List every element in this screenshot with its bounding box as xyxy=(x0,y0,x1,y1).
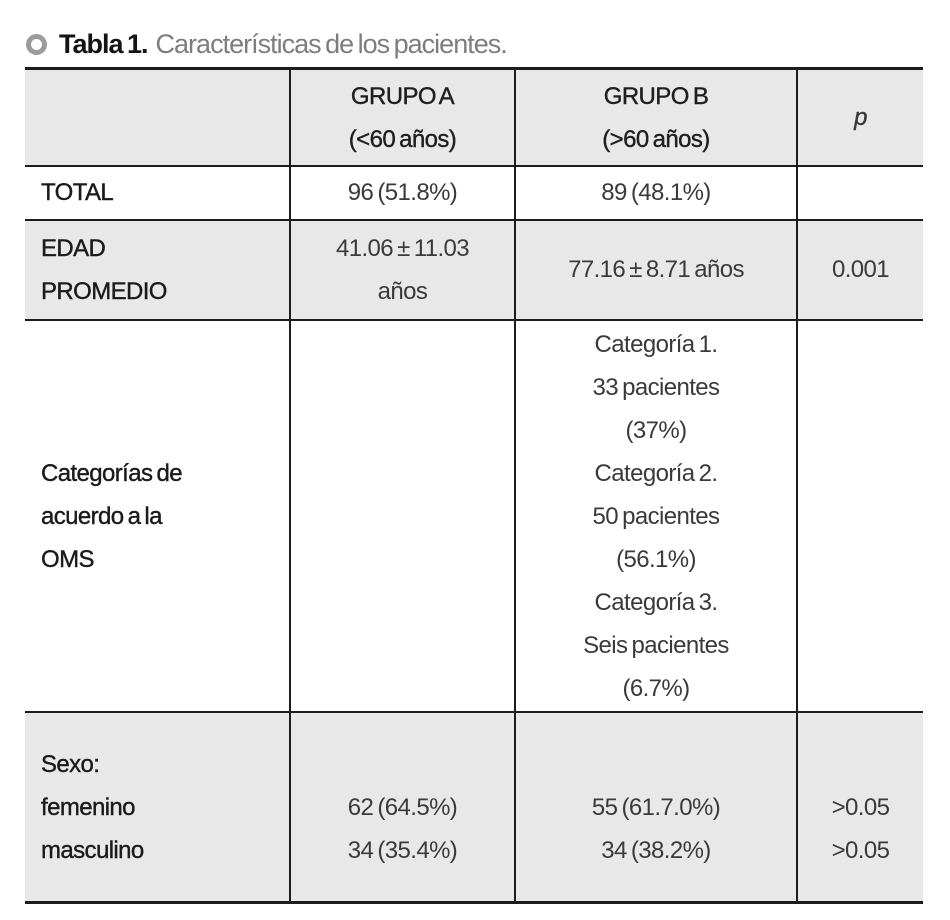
row-categorias-group-a xyxy=(289,320,515,713)
categoria-1-percent: (37%) xyxy=(625,416,687,444)
header-group-a: GRUPO A (<60 años) xyxy=(289,68,515,167)
header-empty-cell xyxy=(25,68,290,167)
row-edad-group-a: 41.06 ± 11.03 años xyxy=(289,220,515,321)
row-categorias-p xyxy=(796,320,923,713)
row-sexo-group-b: 55 (61.7.0%) 34 (38.2%) xyxy=(514,712,797,903)
header-group-a-line2: (<60 años) xyxy=(348,125,457,153)
row-categorias-label: Categorías de acuerdo a la OMS xyxy=(25,320,290,713)
categoria-3-title: Categoría 3. xyxy=(594,588,718,616)
row-sexo-p-masculino: >0.05 xyxy=(831,836,890,864)
categoria-1-count: 33 pacientes xyxy=(592,373,721,401)
categoria-2-percent: (56.1%) xyxy=(616,545,696,573)
row-sexo-group-a: 62 (64.5%) 34 (35.4%) xyxy=(289,712,515,903)
row-sexo-group-b-masculino: 34 (38.2%) xyxy=(601,836,711,864)
header-group-b-line1: GRUPO B xyxy=(603,82,709,110)
header-group-b-line2: (>60 años) xyxy=(602,125,710,153)
categoria-3-percent: (6.7%) xyxy=(622,674,690,702)
table-caption-number: Tabla 1. xyxy=(59,29,149,59)
row-edad-p: 0.001 xyxy=(796,220,923,321)
row-edad-group-b: 77.16 ± 8.71 años xyxy=(514,220,797,321)
row-sexo-group-a-femenino: 62 (64.5%) xyxy=(347,793,458,821)
row-categorias-label-line2: acuerdo a la xyxy=(41,502,163,530)
row-edad-group-a-line2: años xyxy=(377,278,428,305)
patients-table: GRUPO A (<60 años) GRUPO B (>60 años) p … xyxy=(25,67,923,904)
row-sexo-p-femenino: >0.05 xyxy=(831,793,890,821)
categoria-1-title: Categoría 1. xyxy=(594,330,718,358)
row-sexo-label-line2: femenino xyxy=(41,793,136,821)
row-sexo-p: >0.05 >0.05 xyxy=(796,712,923,903)
table-row-edad-promedio: EDAD PROMEDIO 41.06 ± 11.03 años 77.16 ±… xyxy=(25,220,923,321)
table-row-categorias-oms: Categorías de acuerdo a la OMS Categoría… xyxy=(25,320,923,713)
row-edad-group-a-line1: 41.06 ± 11.03 xyxy=(335,235,470,262)
row-categorias-group-b: Categoría 1. 33 pacientes (37%) Categorí… xyxy=(514,320,797,713)
row-sexo-group-b-femenino: 55 (61.7.0%) xyxy=(591,793,721,821)
row-sexo-group-b-spacer xyxy=(516,743,796,786)
row-sexo-label: Sexo: femenino masculino xyxy=(25,712,290,903)
header-group-a-line1: GRUPO A xyxy=(350,82,455,110)
row-total-group-b: 89 (48.1%) xyxy=(514,166,797,221)
row-sexo-p-spacer xyxy=(798,743,923,786)
categoria-2-count: 50 pacientes xyxy=(592,502,721,530)
row-total-group-a: 96 (51.8%) xyxy=(289,166,515,221)
row-total-label: TOTAL xyxy=(25,166,290,221)
categoria-3-count: Seis pacientes xyxy=(583,631,729,659)
row-edad-label-line1: EDAD xyxy=(41,235,106,262)
header-group-b: GRUPO B (>60 años) xyxy=(514,68,797,167)
table-header-row: GRUPO A (<60 años) GRUPO B (>60 años) p xyxy=(25,68,923,167)
row-categorias-label-line1: Categorías de xyxy=(41,459,183,487)
row-sexo-label-line1: Sexo: xyxy=(41,750,100,778)
row-total-p xyxy=(796,166,923,221)
row-sexo-group-a-masculino: 34 (35.4%) xyxy=(347,836,458,864)
row-sexo-label-line3: masculino xyxy=(41,836,145,864)
row-edad-label-line2: PROMEDIO xyxy=(41,278,168,305)
table-caption: Tabla 1. Características de los paciente… xyxy=(0,0,950,64)
table-row-sexo: Sexo: femenino masculino 62 (64.5%) 34 (… xyxy=(25,712,923,903)
header-p: p xyxy=(796,68,923,167)
row-sexo-group-a-spacer xyxy=(291,743,514,786)
row-edad-label: EDAD PROMEDIO xyxy=(25,220,290,321)
row-categorias-label-line3: OMS xyxy=(41,545,95,573)
categoria-2-title: Categoría 2. xyxy=(594,459,718,487)
ring-icon xyxy=(26,34,47,55)
table-caption-text: Características de los pacientes. xyxy=(155,29,508,59)
table-row-total: TOTAL 96 (51.8%) 89 (48.1%) xyxy=(25,166,923,221)
